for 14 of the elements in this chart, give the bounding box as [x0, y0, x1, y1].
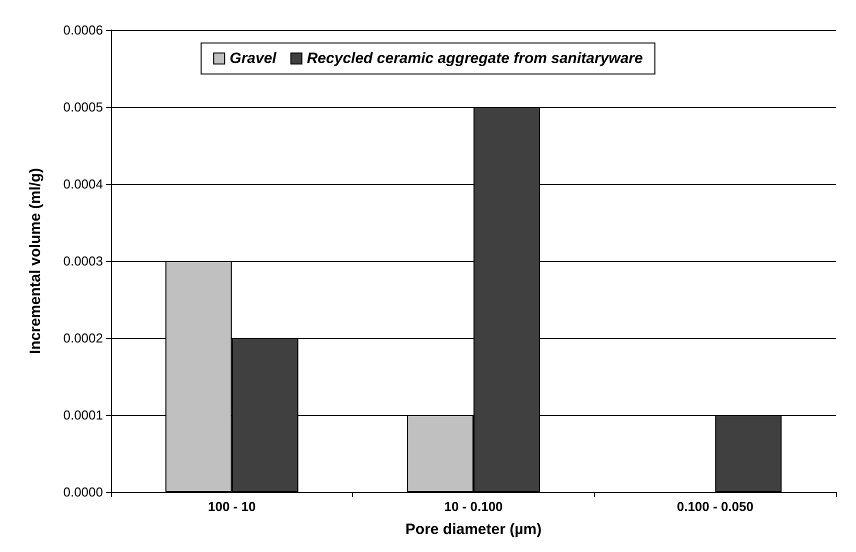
y-tick-label: 0.0001 [63, 408, 103, 422]
y-axis-title: Incremental volume (ml/g) [27, 168, 44, 354]
x-tick-label: 10 - 0.100 [444, 499, 503, 514]
y-tick-label: 0.0002 [63, 330, 103, 346]
legend-label: Gravel [230, 50, 278, 67]
y-tick-label: 0.0000 [63, 484, 103, 500]
x-tick-label: 0.100 - 0.050 [676, 499, 754, 514]
x-tick-label: 100 - 10 [208, 499, 256, 514]
legend-label: Recycled ceramic aggregate from sanitaryware [306, 50, 643, 67]
y-tick-label: 0.0003 [63, 254, 103, 268]
y-tick-label: 0.0005 [63, 100, 103, 114]
x-axis-title: Pore diameter (µm) [405, 521, 542, 538]
y-tick-label: 0.0006 [63, 22, 103, 38]
y-tick-label: 0.0004 [63, 176, 103, 192]
